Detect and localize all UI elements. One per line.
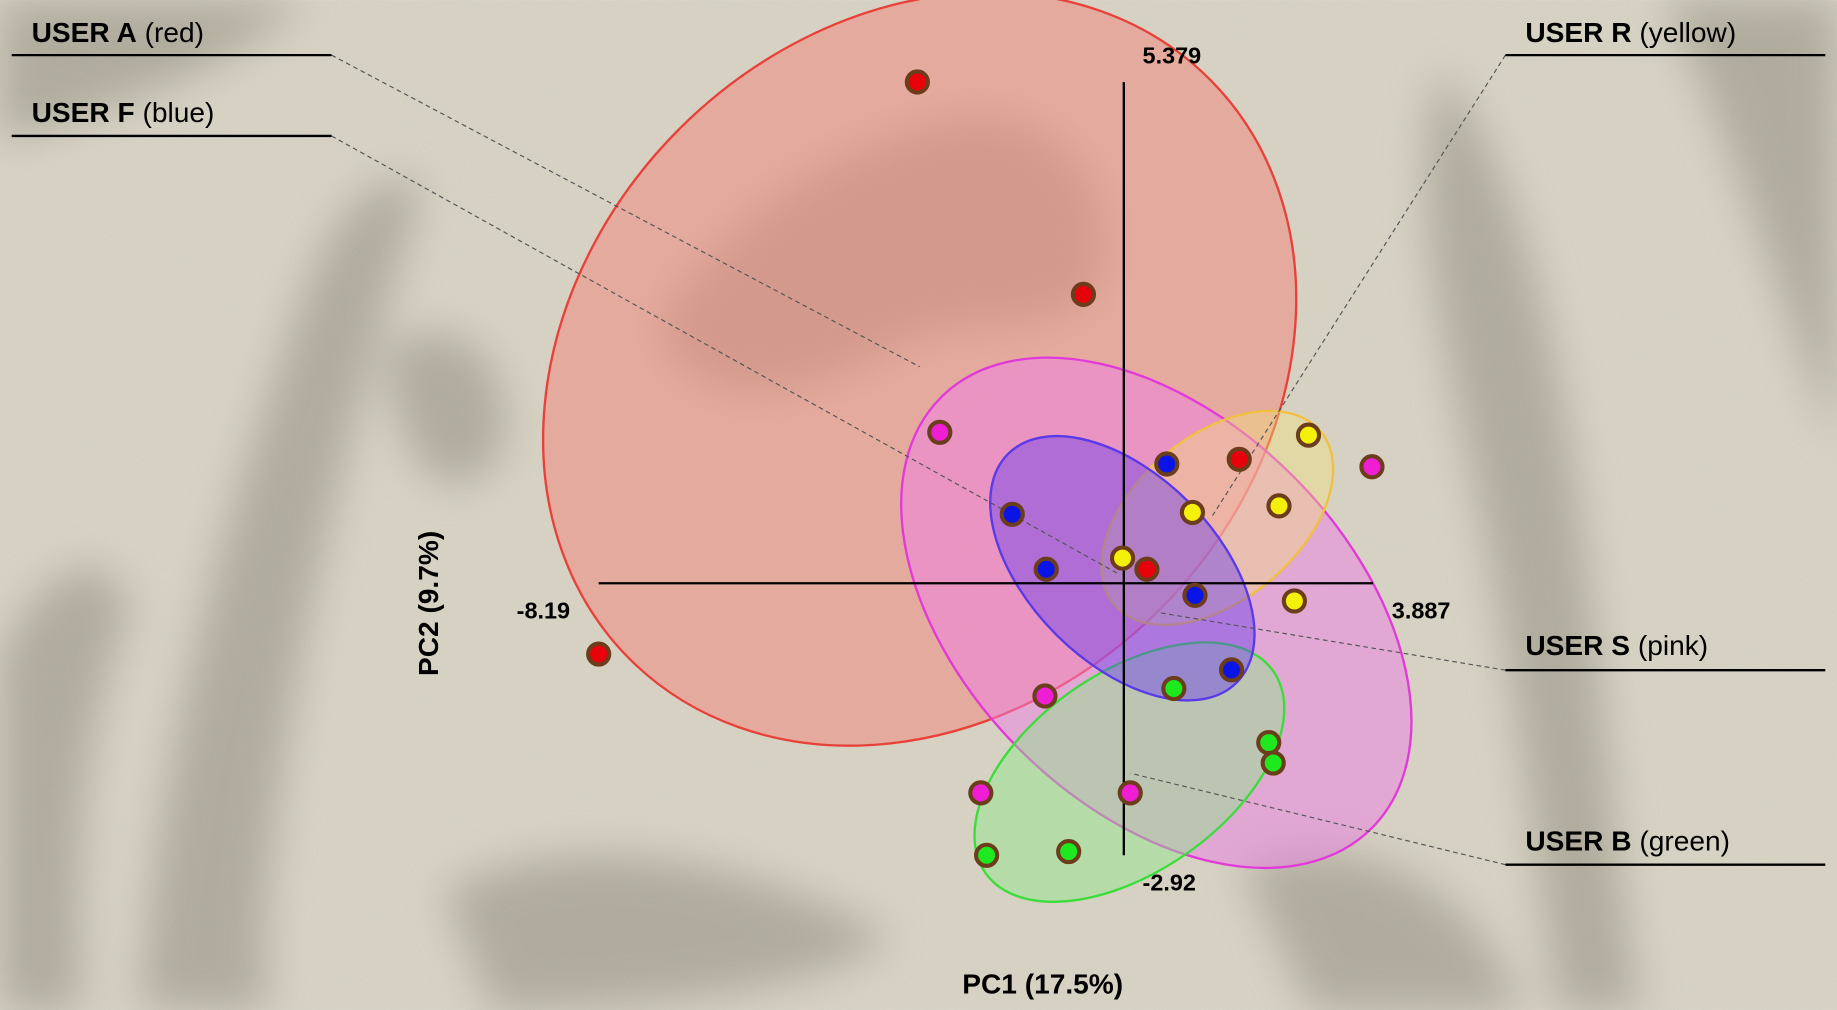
legend-name: USER A <box>32 17 137 48</box>
data-point <box>907 71 928 92</box>
data-point <box>1120 782 1141 803</box>
legend-color-name: (green) <box>1639 826 1730 857</box>
data-point <box>976 845 997 866</box>
data-point <box>1298 425 1319 446</box>
legend-color-name: (yellow) <box>1639 17 1736 48</box>
legend-name: USER S <box>1525 630 1630 661</box>
legend-name: USER R <box>1525 17 1631 48</box>
chart: PC1 (17.5%) PC2 (9.7%) -8.19 3.887 -2.92 5.… <box>0 0 1837 1010</box>
legend-entry: USER A (red) <box>32 17 204 48</box>
data-point <box>1268 495 1289 516</box>
legend-entry: USER B (green) <box>1525 826 1730 857</box>
legend-name: USER F <box>32 97 135 128</box>
data-point <box>1182 502 1203 523</box>
x-tick-label: -8.19 <box>517 597 570 623</box>
data-point <box>1163 678 1184 699</box>
data-point <box>1184 585 1205 606</box>
legend-entry: USER F (blue) <box>32 97 215 128</box>
legend-entry: USER S (pink) <box>1525 630 1708 661</box>
data-point <box>1258 732 1279 753</box>
data-point <box>1112 548 1133 569</box>
x-axis-label: PC1 (17.5%) <box>962 969 1123 1000</box>
y-axis-label: PC2 (9.7%) <box>413 531 444 676</box>
data-point <box>1229 449 1250 470</box>
data-point <box>929 422 950 443</box>
legend-color-name: (blue) <box>143 97 215 128</box>
x-tick-label: 3.887 <box>1392 597 1451 623</box>
legend-name: USER B <box>1525 826 1631 857</box>
data-point <box>1221 659 1242 680</box>
data-point <box>1002 504 1023 525</box>
data-point <box>588 644 609 665</box>
data-point <box>1036 559 1057 580</box>
data-point <box>1361 456 1382 477</box>
legend-color-name: (red) <box>145 17 204 48</box>
legend-entry: USER R (yellow) <box>1525 17 1736 48</box>
y-tick-label: 5.379 <box>1143 42 1202 68</box>
legend-color-name: (pink) <box>1638 630 1708 661</box>
data-point <box>970 782 991 803</box>
data-point <box>1034 685 1055 706</box>
data-point <box>1263 753 1284 774</box>
data-point <box>1284 590 1305 611</box>
y-tick-label: -2.92 <box>1143 869 1196 895</box>
data-point <box>1156 453 1177 474</box>
data-point <box>1136 559 1157 580</box>
data-point <box>1073 284 1094 305</box>
data-point <box>1058 841 1079 862</box>
